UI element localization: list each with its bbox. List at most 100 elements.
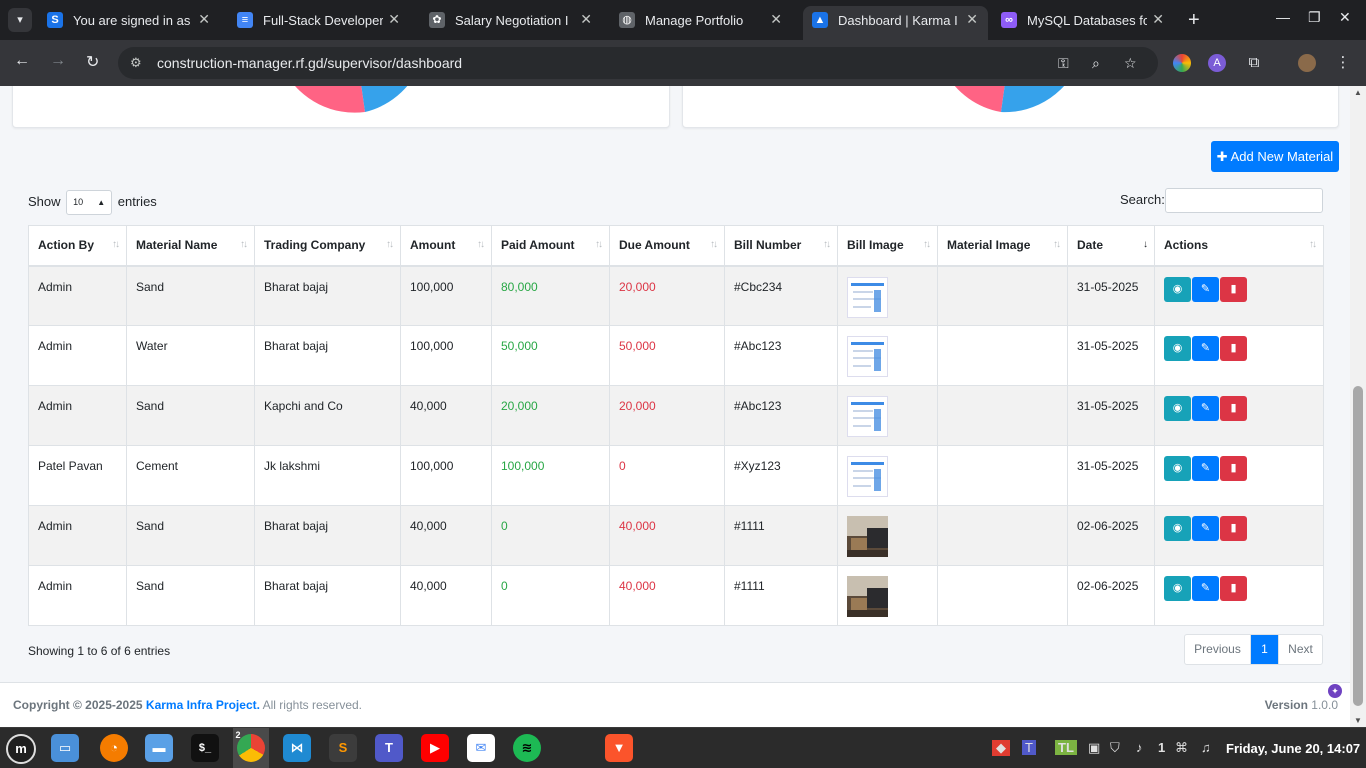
folder-icon[interactable]: ▬ xyxy=(145,734,173,762)
tab-search-icon[interactable]: ▾ xyxy=(8,8,32,32)
delete-button[interactable]: ▮ xyxy=(1220,276,1247,302)
mail-icon[interactable]: ✉ xyxy=(467,734,495,762)
bill-image-thumbnail[interactable] xyxy=(847,456,888,497)
view-button[interactable]: ◉ xyxy=(1164,456,1191,481)
site-info-icon[interactable]: ⚙ xyxy=(130,55,142,70)
view-button[interactable]: ◉ xyxy=(1164,576,1191,601)
edit-button[interactable]: ✎ xyxy=(1192,456,1219,481)
delete-button[interactable]: ▮ xyxy=(1220,396,1247,421)
column-header[interactable]: Bill Number ↑↓ xyxy=(724,225,838,267)
clipboard-tray-icon[interactable]: ▣ xyxy=(1088,740,1101,755)
column-header[interactable]: Bill Image ↑↓ xyxy=(837,225,938,267)
column-header[interactable]: Date ↓ xyxy=(1067,225,1155,267)
new-tab-icon[interactable]: + xyxy=(1188,9,1200,31)
minimize-icon[interactable]: — xyxy=(1276,9,1290,25)
edit-button[interactable]: ✎ xyxy=(1192,396,1219,421)
column-header[interactable]: Material Name ↑↓ xyxy=(126,225,255,267)
pagination-page-1[interactable]: 1 xyxy=(1251,635,1278,664)
browser-tab[interactable]: S You are signed in as ✕ xyxy=(38,6,220,34)
sublime-icon[interactable]: S xyxy=(329,734,357,762)
entries-length-select[interactable]: 10 ▲ xyxy=(66,190,113,215)
terminal-icon[interactable]: $_ xyxy=(191,734,219,762)
tab-close-icon[interactable]: ✕ xyxy=(966,11,978,27)
edit-button[interactable]: ✎ xyxy=(1192,516,1219,541)
vscode-icon[interactable]: ⋈ xyxy=(283,734,311,762)
delete-button[interactable]: ▮ xyxy=(1220,336,1247,361)
tl-tray-icon[interactable]: TL xyxy=(1055,740,1077,755)
pagination-next[interactable]: Next xyxy=(1278,635,1322,664)
column-header[interactable]: Action By ↑↓ xyxy=(28,225,127,267)
browser-menu-icon[interactable]: ⋮ xyxy=(1335,54,1351,71)
mint-menu-icon[interactable]: m xyxy=(6,734,36,764)
tab-close-icon[interactable]: ✕ xyxy=(580,11,592,27)
files-icon[interactable]: ▭ xyxy=(51,734,79,762)
bill-image-thumbnail[interactable] xyxy=(847,576,888,617)
shield-tray-icon[interactable]: ⛉ xyxy=(1110,740,1120,755)
teams-icon[interactable]: T xyxy=(375,734,403,762)
maximize-icon[interactable]: ❐ xyxy=(1308,9,1321,25)
bill-image-thumbnail[interactable] xyxy=(847,276,888,318)
bill-image-thumbnail[interactable] xyxy=(847,396,888,437)
browser-tab[interactable]: ✿ Salary Negotiation I ✕ xyxy=(420,6,602,34)
forward-icon[interactable]: → xyxy=(50,52,66,69)
view-button[interactable]: ◉ xyxy=(1164,336,1191,361)
floating-assistant-icon[interactable]: ✦ xyxy=(1328,684,1342,698)
tab-close-icon[interactable]: ✕ xyxy=(1152,11,1164,27)
reload-icon[interactable]: ↻ xyxy=(86,54,100,71)
brave-icon[interactable]: ▼ xyxy=(605,734,633,762)
url-text[interactable]: construction-manager.rf.gd/supervisor/da… xyxy=(157,55,463,71)
column-header[interactable]: Material Image ↑↓ xyxy=(937,225,1068,267)
search-input[interactable] xyxy=(1165,188,1323,213)
bill-image-thumbnail[interactable] xyxy=(847,516,888,557)
scroll-up-icon[interactable]: ▲ xyxy=(1354,88,1362,97)
scroll-down-icon[interactable]: ▼ xyxy=(1354,716,1362,725)
tab-close-icon[interactable]: ✕ xyxy=(388,11,400,27)
company-link[interactable]: Karma Infra Project xyxy=(145,698,257,712)
browser-tab[interactable]: ∞ MySQL Databases fo ✕ xyxy=(992,6,1174,34)
network-icon[interactable]: ⌘ xyxy=(1175,740,1188,755)
ai-extension-icon[interactable]: A xyxy=(1208,54,1226,72)
edit-button[interactable]: ✎ xyxy=(1192,336,1219,361)
firefox-icon[interactable]: ◔ xyxy=(100,734,128,762)
teams-tray-icon[interactable]: T xyxy=(1022,740,1036,755)
pagination-previous[interactable]: Previous xyxy=(1185,635,1251,664)
view-button[interactable]: ◉ xyxy=(1164,396,1191,421)
address-bar[interactable]: ⚙ construction-manager.rf.gd/supervisor/… xyxy=(118,47,1158,79)
profile-avatar[interactable] xyxy=(1298,54,1316,72)
tab-close-icon[interactable]: ✕ xyxy=(770,11,782,27)
edit-button[interactable]: ✎ xyxy=(1192,276,1219,302)
taskbar-clock[interactable]: Friday, June 20, 14:07 xyxy=(1226,741,1361,756)
bookmark-star-icon[interactable]: ☆ xyxy=(1124,55,1137,71)
youtube-icon[interactable]: ▶ xyxy=(421,734,449,762)
spotify-icon[interactable]: ≋ xyxy=(513,734,541,762)
edit-button[interactable]: ✎ xyxy=(1192,576,1219,601)
close-window-icon[interactable]: ✕ xyxy=(1339,9,1351,25)
notification-bell-icon[interactable]: ♪ xyxy=(1136,740,1143,755)
sound-icon[interactable]: ♫ xyxy=(1201,740,1211,755)
color-extension-icon[interactable] xyxy=(1173,54,1191,72)
add-new-material-button[interactable]: ✚ Add New Material xyxy=(1211,141,1339,172)
view-button[interactable]: ◉ xyxy=(1164,276,1191,302)
column-header[interactable]: Trading Company ↑↓ xyxy=(254,225,401,267)
browser-tab[interactable]: ▲ Dashboard | Karma I ✕ xyxy=(803,6,988,40)
zoom-icon[interactable]: ⌕ xyxy=(1092,55,1100,71)
bill-image-thumbnail[interactable] xyxy=(847,336,888,377)
back-icon[interactable]: ← xyxy=(14,52,30,69)
delete-button[interactable]: ▮ xyxy=(1220,456,1247,481)
extensions-puzzle-icon[interactable]: ⧉ xyxy=(1248,54,1260,71)
column-header[interactable]: Paid Amount ↑↓ xyxy=(491,225,610,267)
scrollbar-thumb[interactable] xyxy=(1353,386,1363,706)
anydesk-tray-icon[interactable]: ◆ xyxy=(992,740,1010,756)
tab-close-icon[interactable]: ✕ xyxy=(198,11,210,27)
view-button[interactable]: ◉ xyxy=(1164,516,1191,541)
chrome-icon[interactable] xyxy=(237,734,265,762)
delete-button[interactable]: ▮ xyxy=(1220,576,1247,601)
column-header[interactable]: Actions ↑↓ xyxy=(1154,225,1324,267)
page-scrollbar[interactable]: ▲ ▼ xyxy=(1350,86,1366,727)
column-header[interactable]: Amount ↑↓ xyxy=(400,225,492,267)
browser-tab[interactable]: ≡ Full-Stack Developer ✕ xyxy=(228,6,410,34)
browser-tab[interactable]: ◍ Manage Portfolio ✕ xyxy=(610,6,792,34)
password-key-icon[interactable]: ⚿ xyxy=(1058,55,1069,71)
delete-button[interactable]: ▮ xyxy=(1220,516,1247,541)
column-header[interactable]: Due Amount ↑↓ xyxy=(609,225,725,267)
